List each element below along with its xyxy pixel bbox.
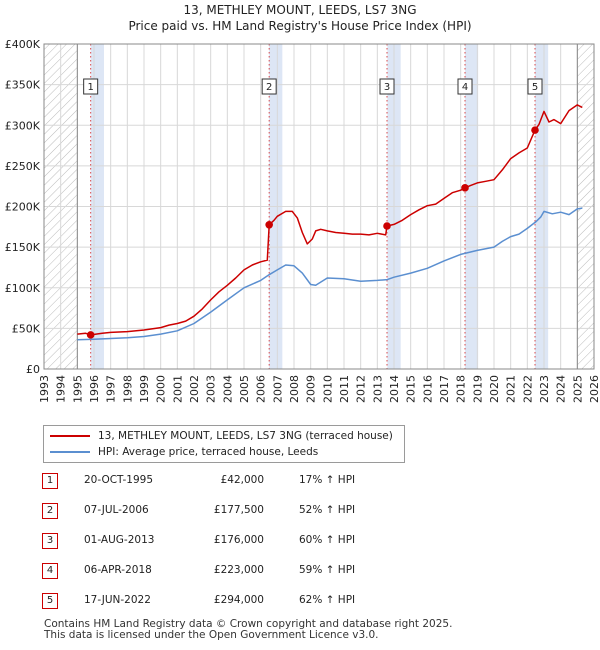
sale-hpi-change: 17% ↑ HPI	[299, 474, 356, 486]
x-tick-label: 2022	[521, 375, 534, 403]
sale-marker-label-5: 5	[532, 82, 538, 93]
x-tick-label: 2012	[355, 375, 368, 403]
sale-date: 01-AUG-2013	[84, 534, 155, 546]
footer-line2: This data is licensed under the Open Gov…	[44, 629, 379, 641]
x-tick-label: 2017	[438, 375, 451, 403]
y-tick-label: £300K	[5, 119, 41, 132]
chart-legend: 13, METHLEY MOUNT, LEEDS, LS7 3NG (terra…	[43, 425, 405, 463]
plot-frame	[43, 43, 595, 370]
sale-hpi-change: 52% ↑ HPI	[299, 504, 356, 516]
x-tick-label: 1994	[55, 375, 68, 403]
sale-number-badge: 3	[42, 533, 58, 549]
legend-item-property: 13, METHLEY MOUNT, LEEDS, LS7 3NG (terra…	[50, 429, 393, 443]
sale-marker-box-5	[527, 78, 543, 95]
y-tick-label: £350K	[5, 79, 41, 92]
sale-price: £294,000	[213, 594, 264, 606]
x-tick-label: 2000	[155, 375, 168, 403]
y-tick-label: £0	[26, 363, 40, 376]
sale-point-3	[383, 222, 391, 230]
chart-title-line1: 13, METHLEY MOUNT, LEEDS, LS7 3NG	[183, 3, 417, 17]
sale-point-2	[265, 220, 273, 229]
x-tick-label: 2015	[405, 375, 418, 403]
x-tick-label: 2004	[221, 375, 234, 403]
sale-date: 17-JUN-2022	[84, 594, 151, 606]
x-tick-label: 2014	[388, 375, 401, 403]
x-tick-label: 2019	[471, 375, 484, 403]
footer-attribution: Contains HM Land Registry data © Crown c…	[44, 619, 452, 641]
x-tick-label: 2021	[505, 375, 518, 403]
sale-hpi-change: 59% ↑ HPI	[299, 564, 356, 576]
x-tick-label: 2024	[555, 375, 568, 403]
sale-marker-box-1	[83, 78, 99, 95]
sale-number-badge: 5	[42, 593, 58, 609]
x-tick-label: 2023	[538, 375, 551, 403]
sale-marker-box-3	[379, 78, 395, 95]
x-tick-label: 2011	[338, 375, 351, 403]
sale-price: £177,500	[213, 504, 264, 516]
x-tick-label: 1999	[138, 375, 151, 403]
sale-point-1	[86, 331, 95, 339]
x-tick-label: 2009	[305, 375, 318, 403]
price-chart: 1 2 3 4 5 £0 £50K £100K £150K £200K £250K £300K £35…	[5, 38, 600, 403]
x-tick-label: 1998	[121, 375, 134, 403]
legend-label-hpi: HPI: Average price, terraced house, Leed…	[98, 446, 319, 458]
y-tick-label: £150K	[5, 241, 41, 254]
x-tick-label: 2005	[238, 375, 251, 403]
y-tick-label: £100K	[5, 282, 41, 295]
x-tick-label: 1995	[71, 375, 84, 403]
table-row: 4 06-APR-2018 £223,000 59% ↑ HPI	[42, 563, 562, 579]
sale-marker-label-4: 4	[462, 82, 468, 93]
x-tick-label: 2026	[588, 375, 600, 403]
sale-point-4	[461, 184, 469, 192]
sale-price: £42,000	[220, 474, 264, 486]
sale-date: 06-APR-2018	[84, 564, 152, 576]
sale-marker-label-2: 2	[266, 82, 272, 93]
y-tick-label: £50K	[12, 322, 41, 335]
table-row: 3 01-AUG-2013 £176,000 60% ↑ HPI	[42, 533, 562, 549]
sale-price: £176,000	[213, 534, 264, 546]
hpi-line	[77, 207, 583, 341]
x-tick-label: 2008	[288, 375, 301, 403]
table-row: 1 20-OCT-1995 £42,000 17% ↑ HPI	[42, 473, 562, 489]
sale-marker-box-2	[261, 78, 277, 95]
sale-hpi-change: 62% ↑ HPI	[299, 594, 356, 606]
property-price-line	[77, 104, 583, 336]
legend-swatch-property	[50, 435, 90, 437]
sale-price: £223,000	[213, 564, 264, 576]
x-tick-label: 2006	[255, 375, 268, 403]
x-tick-label: 1996	[88, 375, 101, 403]
sale-marker-box-4	[457, 78, 473, 95]
y-tick-label: £250K	[5, 160, 41, 173]
y-tick-label: £200K	[5, 201, 41, 214]
x-tick-label: 2010	[321, 375, 334, 403]
x-tick-label: 2025	[571, 375, 584, 403]
x-tick-label: 2018	[455, 375, 468, 403]
sale-point-5	[531, 126, 539, 134]
footer-line1: Contains HM Land Registry data © Crown c…	[44, 618, 453, 630]
sale-marker-label-1: 1	[87, 82, 93, 93]
x-tick-label: 2001	[171, 375, 184, 403]
sale-marker-label-3: 3	[384, 82, 390, 93]
x-tick-label: 2007	[271, 375, 284, 403]
sale-date: 20-OCT-1995	[84, 474, 153, 486]
x-tick-label: 2003	[205, 375, 218, 403]
sale-date: 07-JUL-2006	[84, 504, 149, 516]
sale-hpi-change: 60% ↑ HPI	[299, 534, 356, 546]
chart-title-line2: Price paid vs. HM Land Registry's House …	[128, 19, 472, 33]
x-tick-label: 2002	[188, 375, 201, 403]
x-tick-label: 1993	[38, 375, 51, 403]
sale-number-badge: 1	[42, 473, 58, 489]
x-tick-label: 2016	[421, 375, 434, 403]
legend-swatch-hpi	[50, 451, 90, 453]
x-tick-label: 2020	[488, 375, 501, 403]
table-row: 5 17-JUN-2022 £294,000 62% ↑ HPI	[42, 593, 562, 609]
legend-label-property: 13, METHLEY MOUNT, LEEDS, LS7 3NG (terra…	[98, 430, 393, 442]
legend-item-hpi: HPI: Average price, terraced house, Leed…	[50, 445, 318, 459]
sale-number-badge: 4	[42, 563, 58, 579]
table-row: 2 07-JUL-2006 £177,500 52% ↑ HPI	[42, 503, 562, 519]
x-tick-label: 2013	[371, 375, 384, 403]
sale-number-badge: 2	[42, 503, 58, 519]
x-tick-label: 1997	[105, 375, 118, 403]
y-tick-label: £400K	[5, 38, 41, 51]
